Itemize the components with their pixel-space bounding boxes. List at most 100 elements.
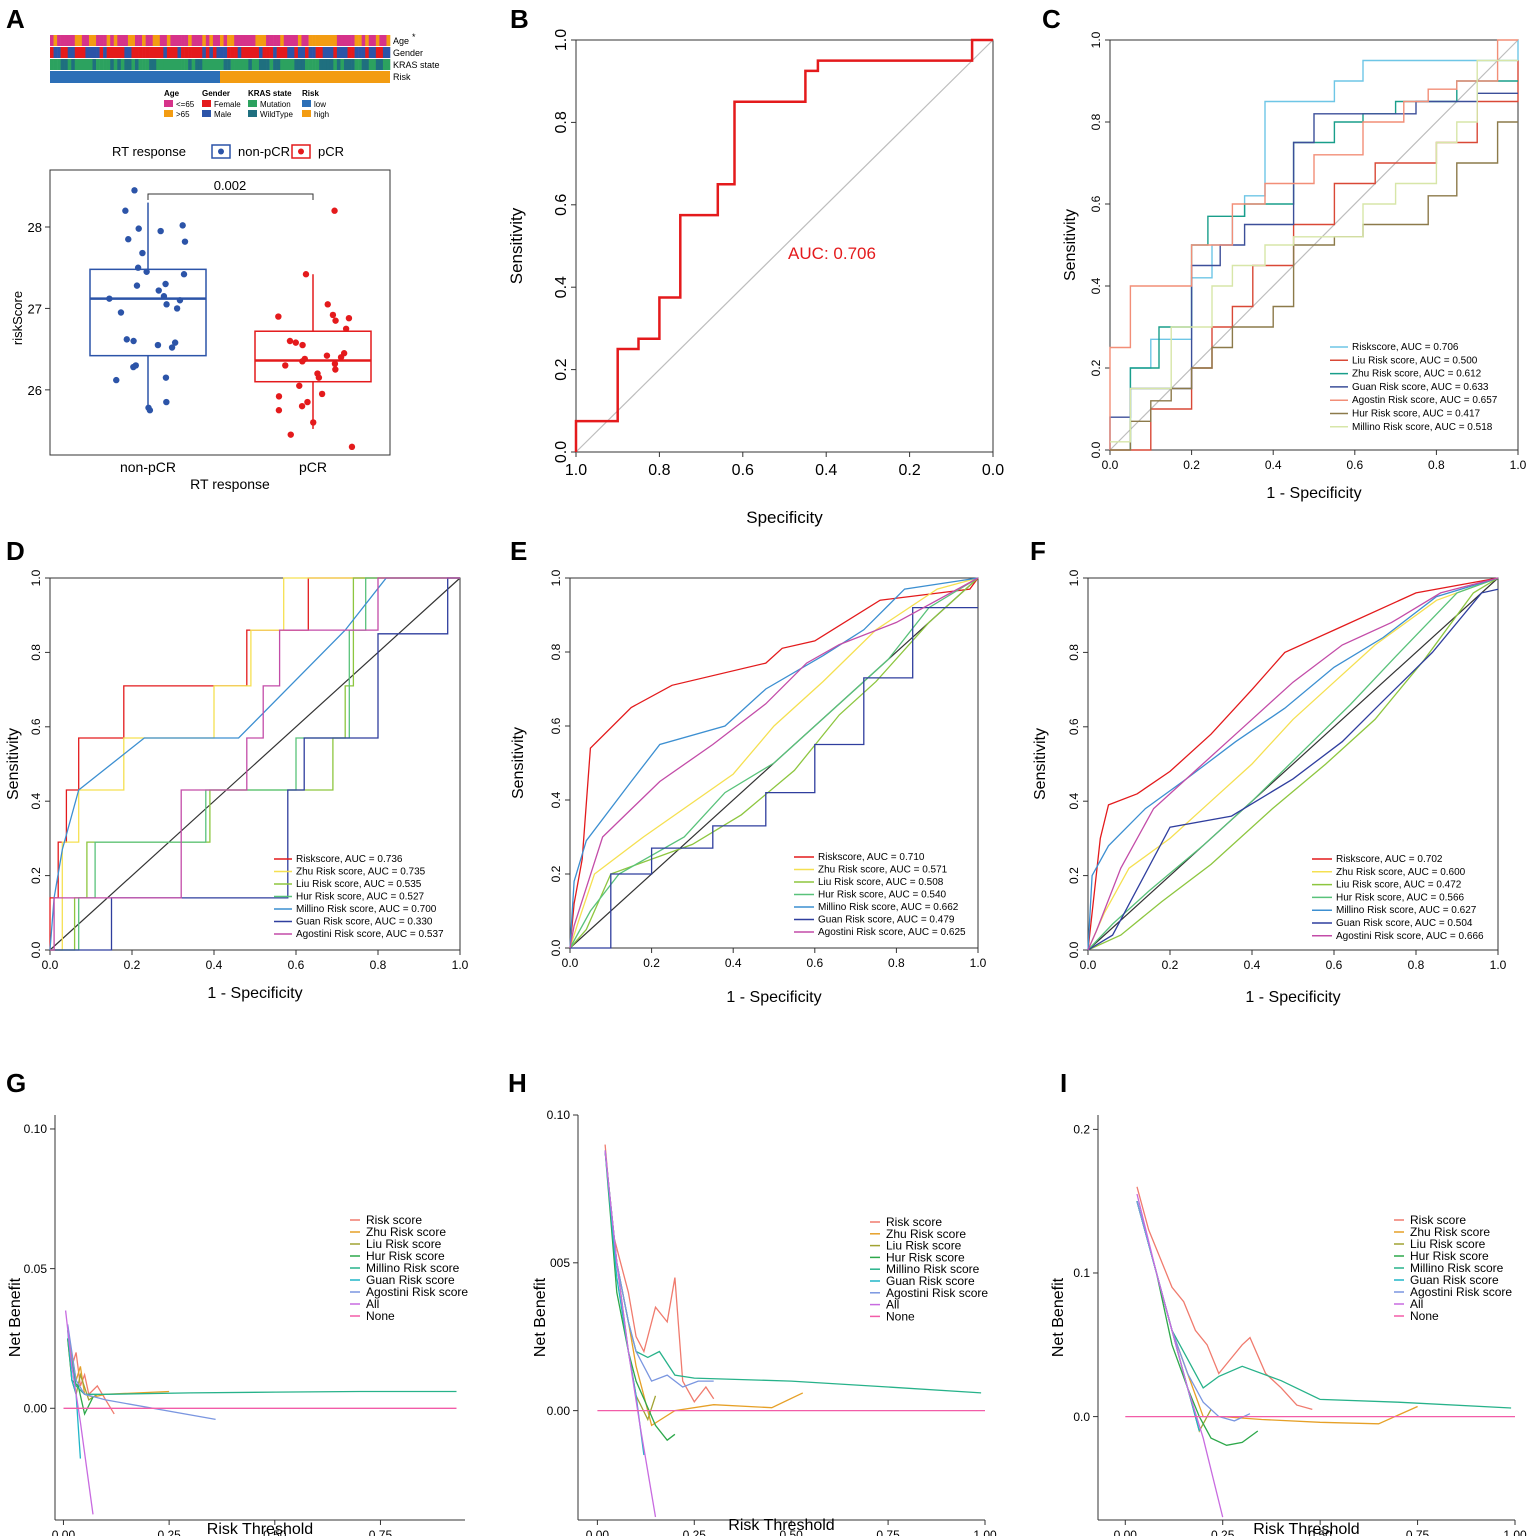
panel-letter-h: H [508,1068,527,1098]
series-line-millino [569,577,979,949]
heatmap-cell [99,47,104,58]
x-tick-label: 0.50 [780,1528,804,1536]
heatmap-cell [113,35,118,46]
box-point [296,382,303,389]
heatmap-cell [103,47,107,58]
legend-label: Zhu Risk score [1410,1225,1490,1239]
plot-frame [575,39,994,453]
x-axis-title: 1 - Specificity [1245,989,1340,1006]
legend-label: All [886,1298,899,1312]
x-tick-label: 1.0 [970,956,987,970]
legend-label: Zhu Risk score [886,1227,966,1241]
heatmap-cell [336,59,341,70]
heatmap-cell [53,47,58,58]
legend-label: Riskscore, AUC = 0.736 [296,854,403,865]
heatmap-cell [368,35,373,46]
x-axis-title: 1 - Specificity [726,989,821,1006]
legend-label: Liu Risk score [886,1239,962,1253]
box-point [135,225,142,232]
heatmap-cell [202,59,207,70]
heatmap-cell [145,35,150,46]
heatmap-cell [191,59,196,70]
heatmap-cell [322,47,327,58]
heatmap-cell [202,47,207,58]
box-point [125,236,132,243]
heatmap-cell [354,59,359,70]
heatmap-cell [280,35,285,46]
heatmap-cell [333,35,338,46]
series-line-all [64,1310,94,1515]
legend-label: Guan Risk score [366,1273,455,1287]
box-point [180,271,188,278]
x-tick-label: 0.75 [876,1528,900,1536]
x-tick-label: 1.0 [1490,958,1507,972]
heatmap-cell [351,47,355,58]
heatmap-cell [329,35,334,46]
heatmap-cell [220,47,224,58]
y-axis-title: Sensitivity [510,727,527,799]
y-axis-title: Sensitivity [1062,209,1079,281]
heatmap-cell [312,47,316,58]
heatmap-cell [53,35,58,46]
heatmap-cell [188,59,192,70]
box-point [342,325,350,332]
heatmap-cell [230,47,235,58]
heatmap-cell [280,47,285,58]
heatmap-cell [106,59,111,70]
heatmap-cell [92,59,97,70]
series-line-agostin [1109,39,1518,450]
heatmap-cell [142,59,146,70]
boxplot-pvalue: 0.002 [214,178,247,193]
hm-legend-title-gender: Gender [202,89,230,98]
box-point [286,337,294,345]
heatmap-cell [110,59,115,70]
heatmap-cell [266,47,270,58]
heatmap-cell [223,47,228,58]
heatmap-cell [343,59,348,70]
hm-age-marker: * [412,32,416,42]
heatmap-cell [142,35,146,46]
heatmap-cell [88,59,93,70]
y-axis-title: Sensitivity [507,207,526,284]
series-line-zhu [67,1329,170,1398]
heatmap-cell [241,47,246,58]
auc-annotation: AUC: 0.706 [788,244,876,263]
heatmap-cell [103,59,107,70]
heatmap-cell [188,35,192,46]
box-point [155,287,162,294]
series-line-millino [1110,59,1518,443]
heatmap-cell [227,35,231,46]
heatmap-cell [368,47,373,58]
y-tick-label: 0.4 [29,793,43,810]
legend-label: Agostini Risk score, AUC = 0.625 [818,927,966,938]
heatmap-cell [382,47,387,58]
y-tick-label: 0.0 [1067,941,1081,958]
legend-label: Millino Risk score, AUC = 0.627 [1336,905,1477,916]
hm-legend-swatch-male [202,110,211,117]
box-point [337,354,345,361]
heatmap-cell [135,35,139,46]
heatmap-cell [266,59,270,70]
heatmap-cell [237,59,242,70]
panel-a-heatmap: Age * Gender KRAS state Risk Age <=65 >6… [50,32,440,119]
heatmap-cell [166,35,171,46]
heatmap-cell [131,59,136,70]
legend-box-nonpcr [211,144,231,159]
heatmap-cell [71,35,76,46]
heatmap-cell [212,35,217,46]
heatmap-cell [110,47,115,58]
panel-d-roc: 0.0 0.2 0.4 0.6 0.8 1.0 0.0 0.2 0.4 0.6 0.8 1.0 1 - … [5,569,469,1002]
heatmap-cell [209,35,214,46]
box-point [292,339,299,346]
box-point [133,282,141,289]
heatmap-cell [382,35,387,46]
heatmap-cell [283,59,288,70]
y-tick-label: 0.1 [1073,1266,1090,1280]
heatmap-cell [223,35,228,46]
heatmap-cell [99,35,104,46]
y-tick-label: 0.2 [1073,1123,1090,1137]
box-point [139,249,146,257]
heatmap-cell [326,47,331,58]
box-point [163,301,170,308]
heatmap-cell [50,35,54,46]
